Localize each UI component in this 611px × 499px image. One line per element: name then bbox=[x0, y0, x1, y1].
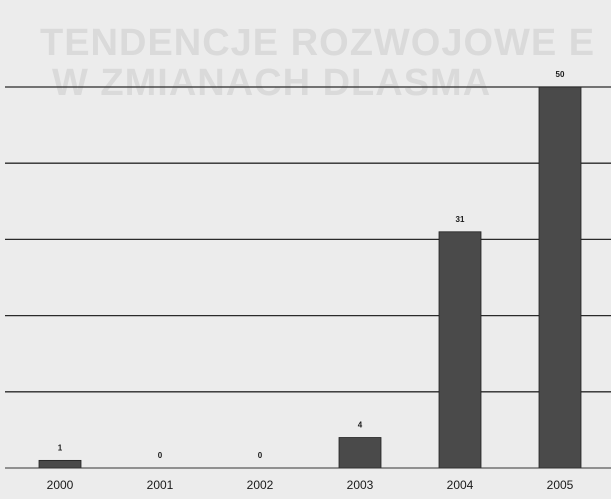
bar-2003 bbox=[338, 437, 382, 469]
x-tick-2004: 2004 bbox=[447, 478, 474, 492]
data-labels: 1 0 0 4 31 50 bbox=[58, 70, 565, 460]
bars bbox=[38, 86, 582, 469]
bar-2004 bbox=[438, 231, 482, 469]
bar-2000 bbox=[38, 459, 82, 469]
x-tick-2003: 2003 bbox=[347, 478, 374, 492]
background-watermark-line-2: W ZMIANACH DLASMA bbox=[52, 62, 492, 104]
data-label-2000: 1 bbox=[58, 443, 63, 452]
data-label-2003: 4 bbox=[358, 421, 363, 430]
x-tick-2000: 2000 bbox=[47, 478, 74, 492]
x-tick-labels: 2000 2001 2002 2003 2004 2005 bbox=[47, 478, 574, 492]
background-watermark-line-1: TENDENCJE ROZWOJOWE E bbox=[40, 22, 596, 64]
bar-2005 bbox=[538, 86, 582, 469]
data-label-2001: 0 bbox=[158, 451, 163, 460]
data-label-2005: 50 bbox=[556, 70, 565, 79]
data-label-2004: 31 bbox=[456, 215, 465, 224]
x-tick-2001: 2001 bbox=[147, 478, 174, 492]
data-label-2002: 0 bbox=[258, 451, 263, 460]
gridlines bbox=[5, 86, 611, 393]
x-tick-2002: 2002 bbox=[247, 478, 274, 492]
x-tick-2005: 2005 bbox=[547, 478, 574, 492]
